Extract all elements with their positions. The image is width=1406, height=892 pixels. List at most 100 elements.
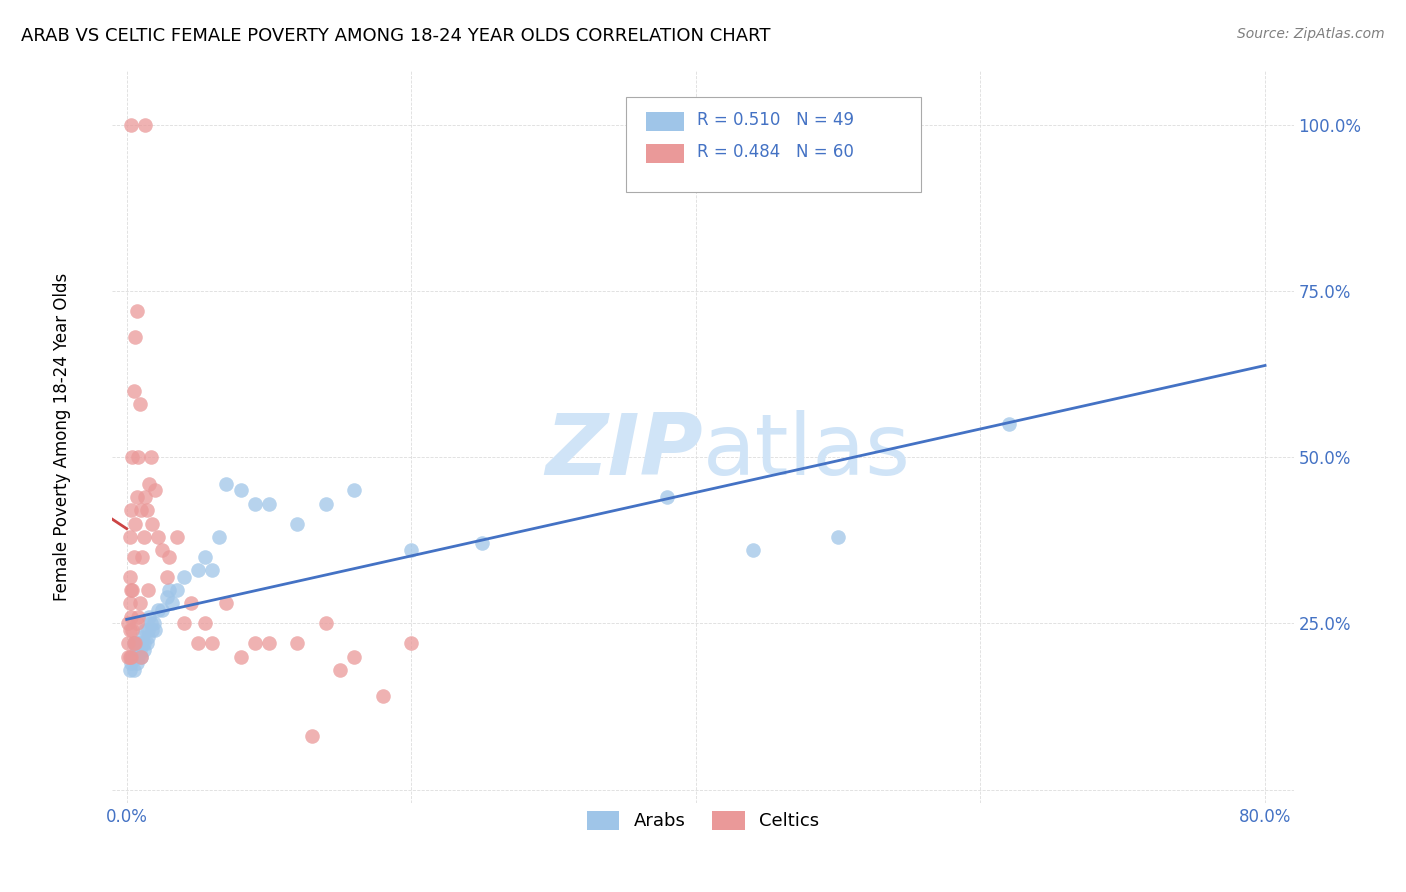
- Point: [146, 603, 169, 617]
- Point: [301, 729, 323, 743]
- Point: [136, 582, 159, 597]
- Point: [129, 649, 152, 664]
- Point: [129, 636, 152, 650]
- Point: [118, 596, 141, 610]
- FancyBboxPatch shape: [647, 112, 685, 131]
- FancyBboxPatch shape: [647, 144, 685, 163]
- Text: ZIP: ZIP: [546, 410, 703, 493]
- Point: [120, 649, 142, 664]
- Point: [173, 616, 195, 631]
- Point: [127, 450, 149, 464]
- Point: [287, 516, 309, 531]
- Point: [124, 649, 146, 664]
- Point: [166, 530, 188, 544]
- Point: [120, 582, 142, 597]
- Point: [118, 649, 141, 664]
- Point: [138, 476, 160, 491]
- Point: [155, 570, 177, 584]
- Point: [120, 609, 142, 624]
- Point: [129, 649, 152, 664]
- Point: [315, 616, 337, 631]
- Point: [229, 483, 252, 498]
- Point: [121, 623, 143, 637]
- Point: [142, 616, 165, 631]
- Point: [122, 636, 145, 650]
- Point: [131, 549, 153, 564]
- Point: [122, 663, 145, 677]
- Point: [187, 636, 209, 650]
- Point: [208, 530, 231, 544]
- Point: [127, 609, 149, 624]
- Point: [138, 609, 160, 624]
- Point: [117, 636, 139, 650]
- Text: R = 0.510   N = 49: R = 0.510 N = 49: [697, 111, 853, 128]
- Point: [827, 530, 849, 544]
- Point: [128, 596, 150, 610]
- Y-axis label: Female Poverty Among 18-24 Year Olds: Female Poverty Among 18-24 Year Olds: [53, 273, 70, 601]
- Point: [471, 536, 494, 550]
- Point: [143, 483, 166, 498]
- Point: [741, 543, 763, 558]
- Point: [121, 450, 143, 464]
- Point: [162, 596, 184, 610]
- Point: [134, 623, 156, 637]
- Point: [998, 417, 1021, 431]
- Point: [257, 497, 280, 511]
- Point: [135, 503, 157, 517]
- Point: [122, 384, 145, 398]
- Point: [315, 497, 337, 511]
- Point: [187, 563, 209, 577]
- Point: [243, 636, 266, 650]
- Point: [173, 570, 195, 584]
- Point: [127, 636, 149, 650]
- Point: [136, 630, 159, 644]
- Point: [125, 616, 148, 631]
- Point: [243, 497, 266, 511]
- Point: [117, 649, 139, 664]
- Point: [120, 656, 142, 670]
- Point: [155, 590, 177, 604]
- Point: [132, 636, 155, 650]
- Point: [401, 636, 423, 650]
- Point: [194, 549, 217, 564]
- Point: [166, 582, 188, 597]
- Point: [329, 663, 352, 677]
- Point: [146, 530, 169, 544]
- Point: [128, 643, 150, 657]
- Point: [257, 636, 280, 650]
- Text: Source: ZipAtlas.com: Source: ZipAtlas.com: [1237, 27, 1385, 41]
- Point: [125, 643, 148, 657]
- Text: ARAB VS CELTIC FEMALE POVERTY AMONG 18-24 YEAR OLDS CORRELATION CHART: ARAB VS CELTIC FEMALE POVERTY AMONG 18-2…: [21, 27, 770, 45]
- Point: [343, 483, 366, 498]
- Point: [117, 616, 139, 631]
- Point: [121, 649, 143, 664]
- Point: [131, 630, 153, 644]
- Point: [135, 636, 157, 650]
- Text: atlas: atlas: [703, 410, 911, 493]
- Text: R = 0.484   N = 60: R = 0.484 N = 60: [697, 143, 853, 161]
- Point: [125, 490, 148, 504]
- Point: [122, 636, 145, 650]
- Point: [215, 476, 238, 491]
- Point: [118, 570, 141, 584]
- Point: [139, 450, 162, 464]
- Point: [132, 643, 155, 657]
- Point: [134, 118, 156, 132]
- Point: [401, 543, 423, 558]
- Point: [134, 490, 156, 504]
- Point: [118, 623, 141, 637]
- Point: [143, 623, 166, 637]
- Point: [121, 582, 143, 597]
- Point: [201, 636, 224, 650]
- Point: [124, 636, 146, 650]
- Point: [128, 397, 150, 411]
- Point: [229, 649, 252, 664]
- Point: [201, 563, 224, 577]
- Point: [124, 330, 146, 344]
- Point: [194, 616, 217, 631]
- Point: [118, 530, 141, 544]
- Point: [125, 303, 148, 318]
- Point: [150, 543, 173, 558]
- Point: [127, 649, 149, 664]
- Point: [122, 549, 145, 564]
